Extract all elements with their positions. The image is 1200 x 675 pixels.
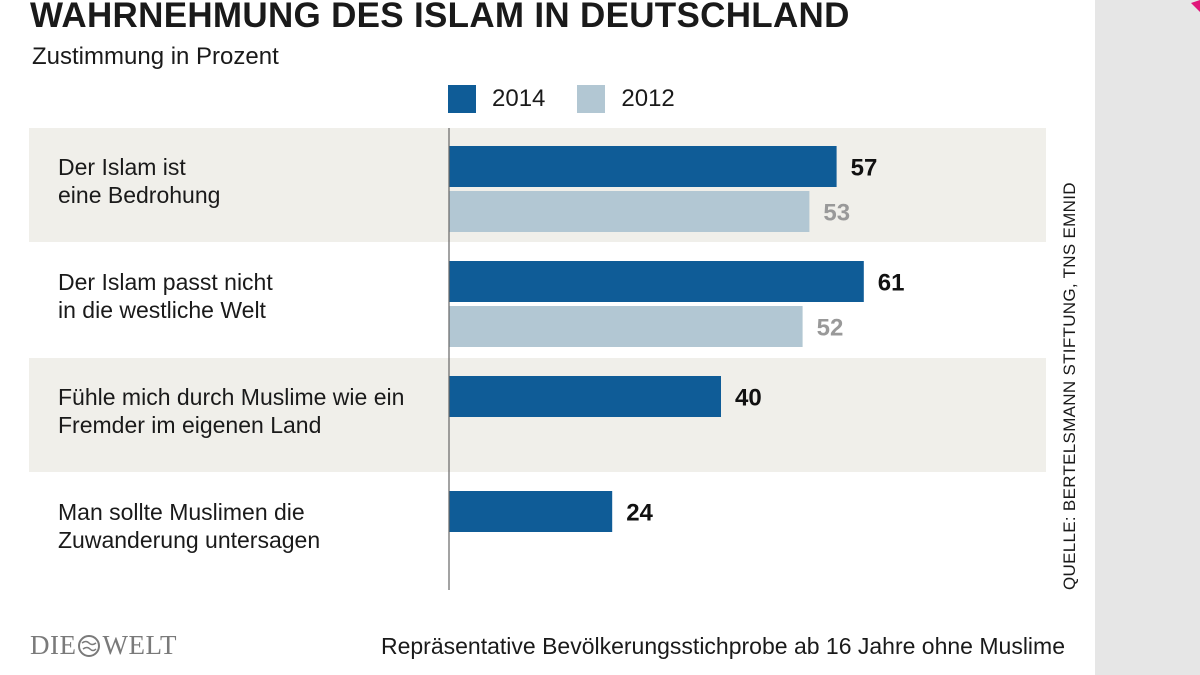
bar-2014 — [449, 146, 837, 187]
value-label-2014: 40 — [735, 385, 762, 412]
legend-label-2014: 2014 — [492, 85, 546, 112]
legend-swatch-2014 — [448, 85, 476, 113]
category-label: in die westliche Welt — [58, 297, 267, 323]
value-label-2014: 57 — [851, 155, 878, 182]
bar-2012 — [449, 191, 810, 232]
footnote: Repräsentative Bevölkerungsstichprobe ab… — [380, 633, 1065, 659]
value-label-2012: 53 — [823, 200, 850, 227]
legend: 2014 2012 — [448, 84, 707, 114]
bar-2014 — [449, 376, 721, 417]
bar-2014 — [449, 491, 613, 532]
die-welt-logo: DIE WELT — [30, 630, 177, 661]
accent-mark — [1191, 0, 1200, 12]
globe-icon — [78, 634, 101, 657]
category-label: Man sollte Muslimen die — [58, 499, 305, 525]
legend-label-2012: 2012 — [621, 85, 675, 112]
category-label: Der Islam passt nicht — [58, 269, 273, 295]
value-label-2014: 61 — [878, 270, 905, 297]
bar-2014 — [449, 261, 864, 302]
chart-subtitle: Zustimmung in Prozent — [32, 43, 279, 70]
source-note: QUELLE: BERTELSMANN STIFTUNG, TNS EMNID — [1060, 182, 1079, 590]
category-label: Fühle mich durch Muslime wie ein — [58, 384, 404, 410]
category-label: Der Islam ist — [58, 154, 186, 180]
legend-swatch-2012 — [577, 85, 606, 113]
bar-2012 — [449, 306, 803, 347]
value-label-2012: 52 — [817, 315, 844, 342]
logo-text-right: WELT — [102, 630, 177, 660]
value-label-2014: 24 — [626, 500, 653, 527]
category-label: eine Bedrohung — [58, 182, 220, 208]
side-panel — [1095, 0, 1200, 675]
chart-title: WAHRNEHMUNG DES ISLAM IN DEUTSCHLAND — [30, 0, 850, 35]
legend-item-2012: 2012 — [577, 85, 675, 113]
category-label: Zuwanderung untersagen — [58, 527, 320, 553]
legend-item-2014: 2014 — [448, 85, 545, 113]
logo-text-left: DIE — [30, 630, 77, 660]
category-label: Fremder im eigenen Land — [58, 412, 321, 438]
